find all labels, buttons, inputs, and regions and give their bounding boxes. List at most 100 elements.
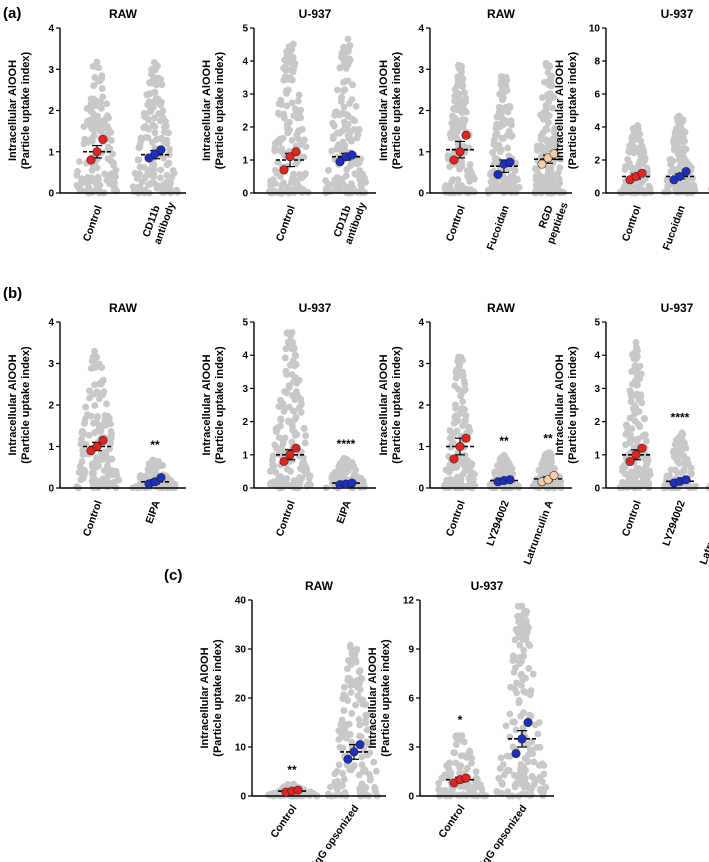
- y-axis-label-line: Intracellular AlOOH: [201, 354, 213, 455]
- cell-point: [368, 738, 375, 746]
- cell-point: [356, 788, 364, 796]
- category-label: Control: [268, 803, 299, 841]
- cell-point: [627, 468, 635, 476]
- cell-point: [675, 438, 682, 445]
- cell-point: [347, 689, 355, 696]
- cell-point: [340, 118, 348, 126]
- cell-point: [353, 646, 361, 654]
- cell-point: [443, 762, 451, 770]
- cell-points-0: [73, 347, 123, 492]
- cell-point: [468, 754, 476, 762]
- cell-point: [137, 472, 144, 480]
- cell-point: [666, 156, 674, 164]
- cell-point: [333, 785, 341, 793]
- cell-point: [281, 405, 289, 412]
- cell-point: [544, 94, 552, 102]
- cell-point: [461, 89, 468, 96]
- cell-point: [340, 775, 348, 783]
- y-tick-label: 2: [594, 417, 600, 428]
- y-axis-label: Intracellular AlOOH(Particle uptake inde…: [367, 639, 392, 757]
- y-tick-label: 2: [594, 156, 600, 167]
- chart-title: U-937: [299, 301, 332, 315]
- cell-point: [352, 466, 360, 474]
- category-label: IgG opsonized: [310, 803, 361, 862]
- y-tick-label: 1: [48, 442, 54, 453]
- cell-point: [442, 466, 450, 474]
- significance-label: **: [543, 432, 553, 446]
- cell-point: [456, 186, 464, 194]
- cell-point: [288, 99, 296, 107]
- y-tick-label: 1: [48, 147, 54, 158]
- y-tick-label: 0: [594, 484, 600, 495]
- cell-point: [501, 119, 509, 127]
- cell-point: [136, 183, 144, 191]
- cell-point: [669, 448, 677, 455]
- replicate-point: [449, 454, 459, 464]
- cell-point: [284, 86, 292, 94]
- category-label: CD11bantibody: [139, 196, 178, 246]
- category-label: Control: [436, 803, 467, 841]
- cell-point: [631, 410, 638, 418]
- cell-point: [354, 131, 362, 139]
- cell-point: [297, 114, 305, 122]
- cell-point: [494, 186, 502, 194]
- cell-point: [334, 777, 341, 785]
- cell-point: [163, 482, 171, 489]
- cell-points-1: [493, 602, 550, 800]
- cell-point: [353, 677, 360, 685]
- cell-point: [291, 396, 299, 404]
- cell-point: [275, 100, 283, 108]
- cell-point: [108, 137, 115, 144]
- cell-point: [79, 446, 87, 454]
- cell-point: [93, 414, 101, 422]
- cell-point: [340, 43, 348, 51]
- category-label: Fucoidan: [661, 204, 688, 252]
- cell-point: [484, 186, 492, 194]
- cell-point: [282, 367, 290, 375]
- cell-point: [539, 115, 547, 123]
- cell-point: [96, 77, 104, 84]
- cell-point: [95, 423, 103, 430]
- chart-title: RAW: [109, 301, 138, 315]
- cell-point: [151, 129, 159, 137]
- cell-point: [107, 420, 115, 428]
- significance-label: *: [458, 713, 463, 727]
- cell-point: [511, 685, 519, 693]
- replicate-point: [549, 149, 559, 159]
- cell-point: [645, 185, 653, 193]
- cell-point: [306, 788, 314, 796]
- cell-point: [528, 738, 535, 746]
- cell-point: [503, 87, 511, 94]
- cell-point: [107, 440, 115, 447]
- cell-point: [366, 776, 374, 784]
- panel-label-a: (a): [3, 5, 21, 22]
- cell-point: [679, 145, 687, 152]
- cell-point: [518, 682, 525, 689]
- cell-point: [101, 412, 109, 419]
- cell-points-0: [266, 329, 314, 492]
- cell-point: [525, 665, 533, 672]
- chart-title: RAW: [305, 579, 334, 593]
- cell-point: [514, 602, 522, 610]
- cell-point: [279, 149, 287, 157]
- cell-point: [436, 791, 444, 799]
- cell-point: [453, 427, 461, 435]
- cell-points-2: [531, 59, 567, 197]
- cell-point: [621, 183, 628, 190]
- cell-point: [339, 770, 347, 777]
- y-tick-label: 10: [589, 24, 601, 35]
- cell-point: [449, 112, 456, 120]
- chart-6: U-937 Intracellular AlOOH(Particle uptake…: [201, 301, 376, 538]
- chart-title: RAW: [487, 7, 516, 21]
- cell-point: [356, 721, 364, 729]
- cell-point: [336, 64, 344, 72]
- replicate-point: [156, 473, 166, 483]
- category-label: Latrunculin A: [698, 499, 709, 567]
- cell-point: [147, 468, 155, 475]
- cell-point: [283, 102, 291, 110]
- replicate-point: [511, 749, 521, 759]
- cell-point: [682, 158, 690, 166]
- cell-point: [640, 158, 647, 166]
- cell-point: [78, 175, 86, 182]
- replicate-point: [92, 441, 102, 451]
